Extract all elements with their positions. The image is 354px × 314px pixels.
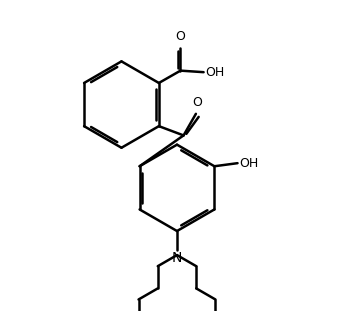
Text: OH: OH [205, 66, 224, 79]
Text: O: O [176, 30, 185, 43]
Text: N: N [172, 251, 182, 265]
Text: OH: OH [239, 157, 258, 170]
Text: O: O [193, 96, 202, 109]
